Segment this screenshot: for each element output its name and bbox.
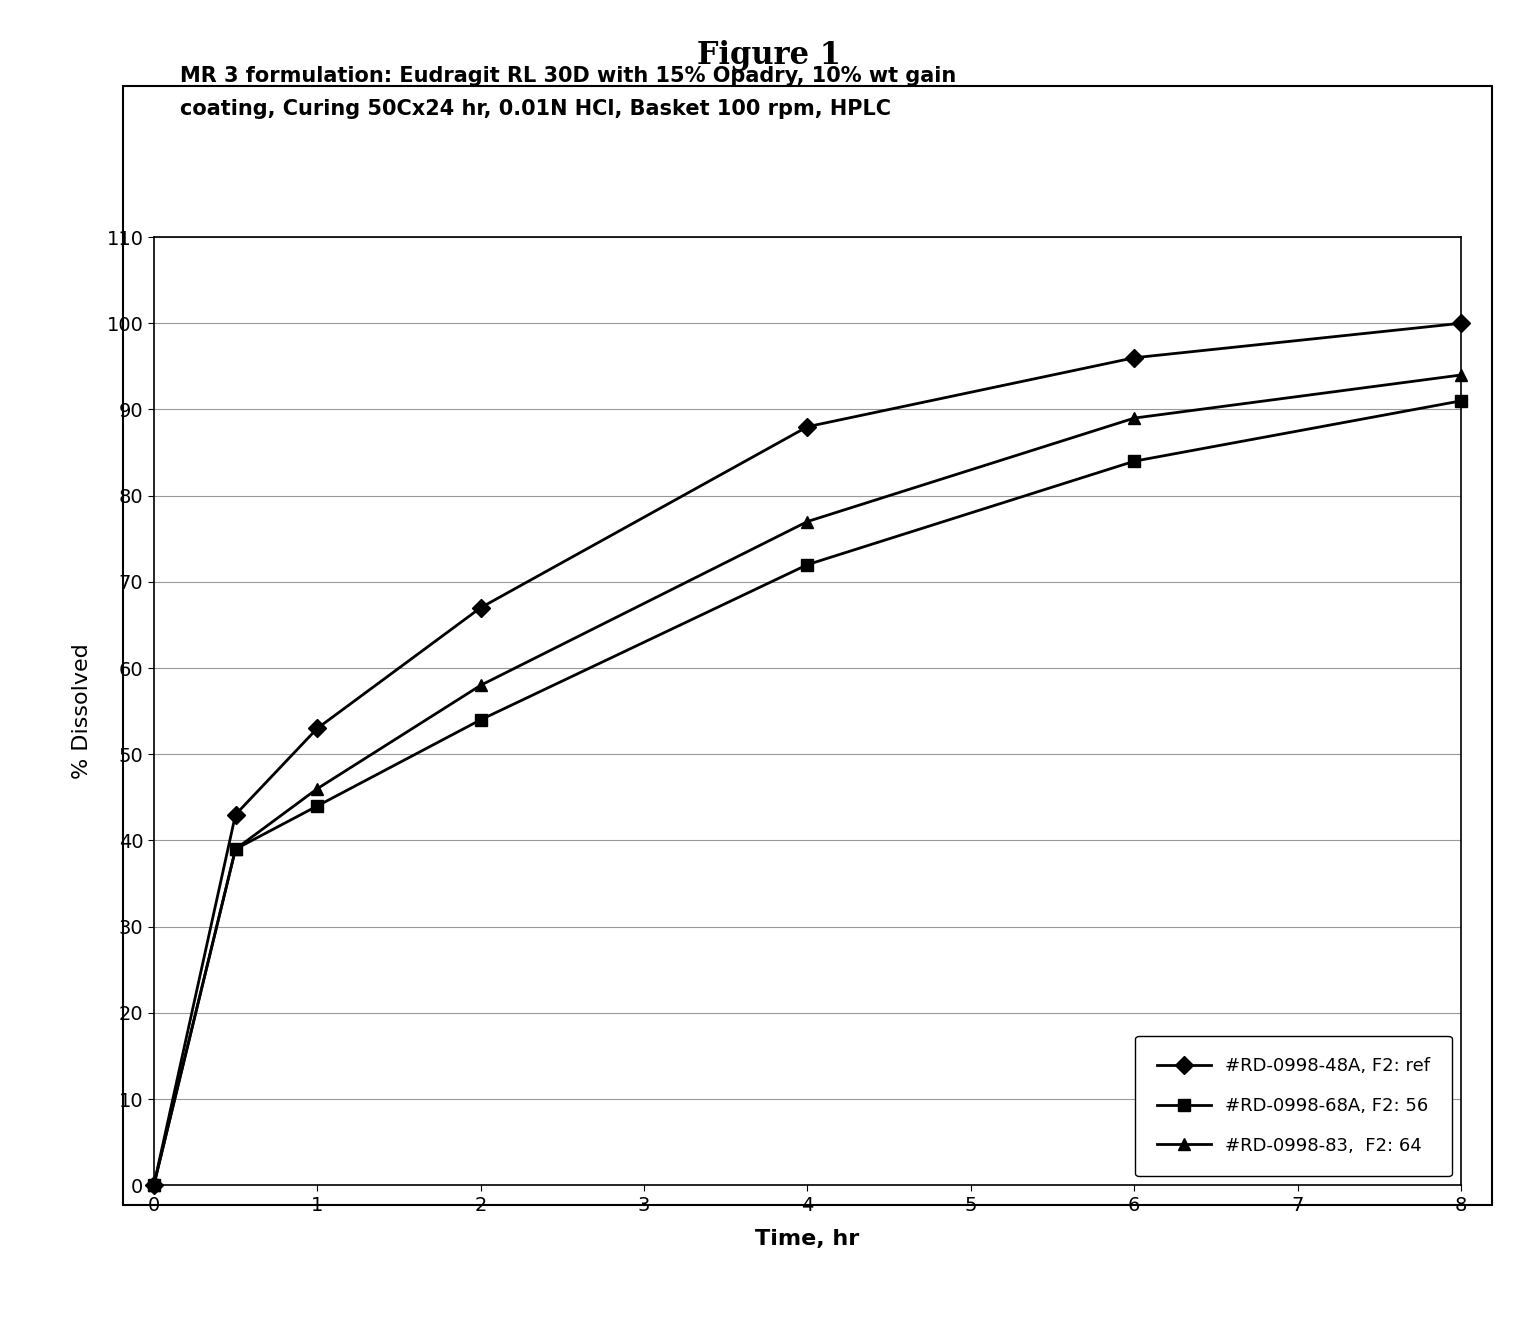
#RD-0998-68A, F2: 56: (2, 54): 56: (2, 54)	[471, 712, 489, 728]
Line: #RD-0998-48A, F2: ref: #RD-0998-48A, F2: ref	[148, 317, 1467, 1192]
#RD-0998-83,  F2: 64: (6, 89): 64: (6, 89)	[1124, 410, 1143, 425]
#RD-0998-68A, F2: 56: (1, 44): 56: (1, 44)	[308, 798, 326, 814]
Line: #RD-0998-68A, F2: 56: #RD-0998-68A, F2: 56	[148, 395, 1467, 1192]
Text: Figure 1: Figure 1	[697, 40, 841, 71]
#RD-0998-68A, F2: 56: (0.5, 39): 56: (0.5, 39)	[226, 842, 245, 857]
Text: MR 3 formulation: Eudragit RL 30D with 15% Opadry, 10% wt gain
coating, Curing 5: MR 3 formulation: Eudragit RL 30D with 1…	[180, 66, 957, 119]
#RD-0998-83,  F2: 64: (4, 77): 64: (4, 77)	[798, 514, 817, 529]
#RD-0998-48A, F2: ref: (1, 53): ref: (1, 53)	[308, 720, 326, 736]
#RD-0998-48A, F2: ref: (0.5, 43): ref: (0.5, 43)	[226, 807, 245, 823]
#RD-0998-68A, F2: 56: (8, 91): 56: (8, 91)	[1452, 392, 1470, 408]
#RD-0998-68A, F2: 56: (6, 84): 56: (6, 84)	[1124, 453, 1143, 469]
#RD-0998-83,  F2: 64: (8, 94): 64: (8, 94)	[1452, 367, 1470, 383]
Legend: #RD-0998-48A, F2: ref, #RD-0998-68A, F2: 56, #RD-0998-83,  F2: 64: #RD-0998-48A, F2: ref, #RD-0998-68A, F2:…	[1135, 1035, 1452, 1176]
#RD-0998-83,  F2: 64: (1, 46): 64: (1, 46)	[308, 781, 326, 797]
X-axis label: Time, hr: Time, hr	[755, 1229, 860, 1249]
#RD-0998-83,  F2: 64: (0, 0): 64: (0, 0)	[145, 1177, 163, 1193]
Y-axis label: % Dissolved: % Dissolved	[72, 643, 92, 780]
#RD-0998-83,  F2: 64: (2, 58): 64: (2, 58)	[471, 677, 489, 693]
#RD-0998-48A, F2: ref: (8, 100): ref: (8, 100)	[1452, 315, 1470, 331]
#RD-0998-48A, F2: ref: (2, 67): ref: (2, 67)	[471, 599, 489, 615]
#RD-0998-68A, F2: 56: (4, 72): 56: (4, 72)	[798, 557, 817, 573]
Line: #RD-0998-83,  F2: 64: #RD-0998-83, F2: 64	[148, 369, 1467, 1192]
#RD-0998-83,  F2: 64: (0.5, 39): 64: (0.5, 39)	[226, 842, 245, 857]
#RD-0998-48A, F2: ref: (4, 88): ref: (4, 88)	[798, 419, 817, 435]
#RD-0998-48A, F2: ref: (0, 0): ref: (0, 0)	[145, 1177, 163, 1193]
#RD-0998-68A, F2: 56: (0, 0): 56: (0, 0)	[145, 1177, 163, 1193]
#RD-0998-48A, F2: ref: (6, 96): ref: (6, 96)	[1124, 350, 1143, 366]
